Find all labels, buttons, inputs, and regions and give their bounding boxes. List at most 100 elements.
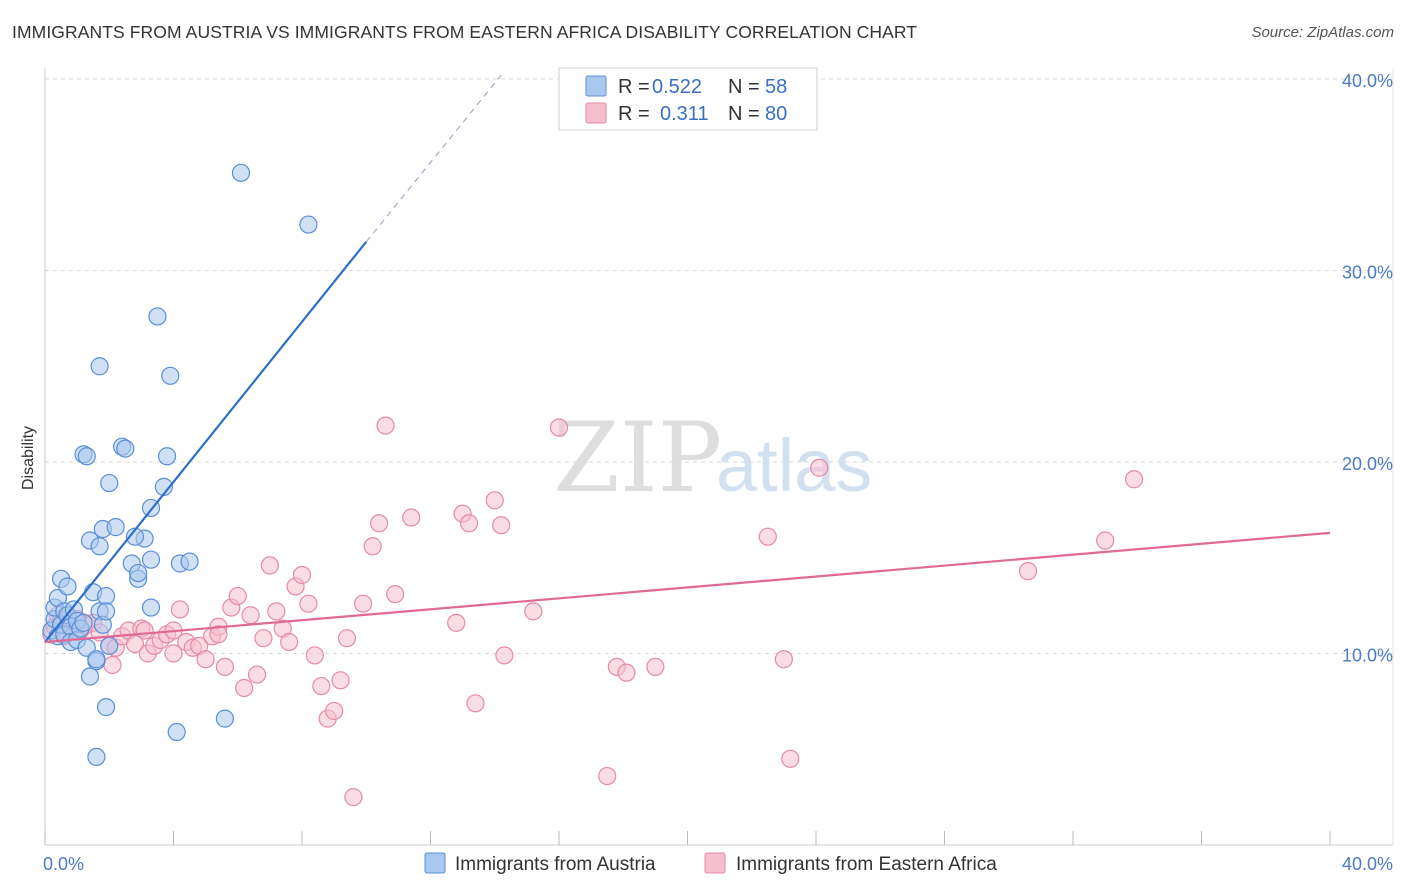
eastern-africa-point-70: [774, 650, 793, 669]
correlation-legend: R = 0.522 N = 58 R = 0.311 N = 80: [558, 67, 818, 131]
legend-n-label-austria: N =: [728, 76, 760, 98]
austria-point-19: [80, 667, 100, 686]
austria-point-17: [74, 613, 93, 632]
austria-point-31: [77, 447, 96, 466]
legend-swatch-austria: [585, 75, 607, 97]
austria-point-57: [125, 527, 145, 546]
eastern-africa-point-36: [260, 556, 279, 575]
watermark-zip: ZIP: [553, 402, 722, 514]
eastern-africa-point-60: [485, 491, 504, 510]
eastern-africa-point-32: [235, 678, 254, 698]
axes: [44, 68, 1394, 846]
austria-point-42: [129, 563, 148, 583]
eastern-africa-point-79: [164, 644, 183, 663]
eastern-africa-point-78: [135, 621, 154, 640]
x-tick-label-max: 40.0%: [1342, 854, 1393, 874]
watermark-atlas: atlas: [716, 424, 872, 507]
eastern-africa-point-33: [241, 606, 260, 625]
legend-n-value-austria: 58: [765, 76, 787, 98]
legend-r-label-austria: R =: [618, 76, 650, 98]
eastern-africa-point-43: [305, 646, 324, 665]
legend-r-label-eastern-africa: R =: [618, 103, 650, 125]
austria-point-46: [141, 550, 161, 569]
legend-r-value-austria: 0.522: [652, 76, 702, 98]
eastern-africa-point-53: [376, 416, 395, 435]
eastern-africa-point-55: [402, 508, 421, 527]
bottom-legend-swatch-austria: [424, 852, 446, 874]
bottom-legend-label-austria: Immigrants from Austria: [455, 854, 656, 875]
eastern-africa-point-44: [312, 676, 331, 696]
eastern-africa-point-35: [254, 629, 273, 648]
legend-n-label-eastern-africa: N =: [728, 103, 760, 125]
eastern-africa-trend-line: [44, 531, 1331, 644]
legend-r-value-eastern-africa: 0.311: [660, 103, 709, 125]
eastern-africa-point-54: [386, 585, 405, 604]
x-tick-label-min: 0.0%: [43, 854, 84, 874]
eastern-africa-point-69: [758, 527, 777, 546]
trend-lines: [44, 74, 1331, 644]
austria-point-35: [87, 650, 106, 669]
eastern-africa-point-73: [1018, 562, 1038, 581]
eastern-africa-point-34: [247, 665, 267, 684]
eastern-africa-point-65: [598, 766, 617, 786]
austria-point-45: [141, 598, 161, 617]
eastern-africa-point-68: [646, 657, 665, 677]
series-legend: Immigrants from Austria Immigrants from …: [424, 852, 997, 875]
eastern-africa-point-62: [495, 646, 514, 665]
y-tick-label-3: 40.0%: [1342, 71, 1393, 91]
eastern-africa-point-76: [209, 625, 228, 644]
eastern-africa-point-59: [466, 694, 485, 713]
y-tick-labels: 10.0% 20.0% 30.0% 40.0%: [1342, 71, 1393, 666]
eastern-africa-point-67: [617, 663, 636, 682]
austria-point-56: [299, 215, 318, 234]
austria-point-49: [157, 447, 177, 466]
eastern-africa-point-71: [781, 749, 800, 768]
y-tick-label-1: 20.0%: [1342, 454, 1393, 474]
y-axis-label: Disability: [20, 426, 37, 490]
eastern-africa-point-42: [299, 594, 318, 613]
y-tick-label-2: 30.0%: [1342, 263, 1393, 283]
eastern-africa-point-50: [353, 594, 373, 613]
bottom-legend-label-eastern-africa: Immigrants from Eastern Africa: [736, 854, 997, 875]
eastern-africa-point-39: [280, 632, 299, 652]
eastern-africa-point-52: [370, 514, 389, 533]
eastern-africa-point-22: [170, 600, 190, 619]
austria-point-39: [116, 439, 135, 458]
chart-title: IMMIGRANTS FROM AUSTRIA VS IMMIGRANTS FR…: [12, 22, 918, 42]
eastern-africa-point-63: [524, 602, 543, 621]
eastern-africa-point-74: [1096, 531, 1115, 550]
legend-n-value-eastern-africa: 80: [765, 103, 787, 125]
austria-point-55: [231, 163, 251, 182]
austria-trend-line: [44, 241, 368, 643]
bottom-legend-swatch-eastern-africa: [704, 852, 726, 874]
grid-lines: [45, 78, 1393, 654]
austria-point-32: [90, 357, 109, 376]
austria-point-47: [148, 307, 167, 326]
eastern-africa-point-58: [459, 514, 479, 533]
austria-point-53: [161, 366, 180, 385]
austria-point-27: [96, 586, 116, 606]
austria-point-26: [96, 698, 116, 717]
eastern-africa-point-47: [331, 671, 350, 690]
source-credit: Source: ZipAtlas.com: [1251, 24, 1394, 41]
austria-point-34: [87, 747, 106, 767]
eastern-africa-point-37: [267, 602, 286, 621]
austria-point-9: [58, 577, 77, 596]
eastern-africa-point-26: [196, 650, 215, 669]
austria-point-54: [215, 709, 234, 728]
eastern-africa-point-49: [344, 788, 363, 807]
y-tick-label-0: 10.0%: [1342, 646, 1393, 666]
eastern-africa-point-31: [228, 586, 247, 606]
austria-point-29: [100, 473, 119, 493]
series-austria-points: [42, 163, 318, 767]
austria-trend-extension: [365, 74, 502, 243]
eastern-africa-point-56: [447, 613, 466, 632]
austria-point-24: [90, 537, 109, 556]
eastern-africa-point-51: [363, 537, 382, 556]
austria-point-28: [100, 636, 119, 655]
eastern-africa-point-77: [103, 655, 122, 675]
legend-swatch-eastern-africa: [585, 102, 607, 124]
eastern-africa-point-48: [337, 629, 357, 648]
austria-point-50: [167, 722, 186, 742]
